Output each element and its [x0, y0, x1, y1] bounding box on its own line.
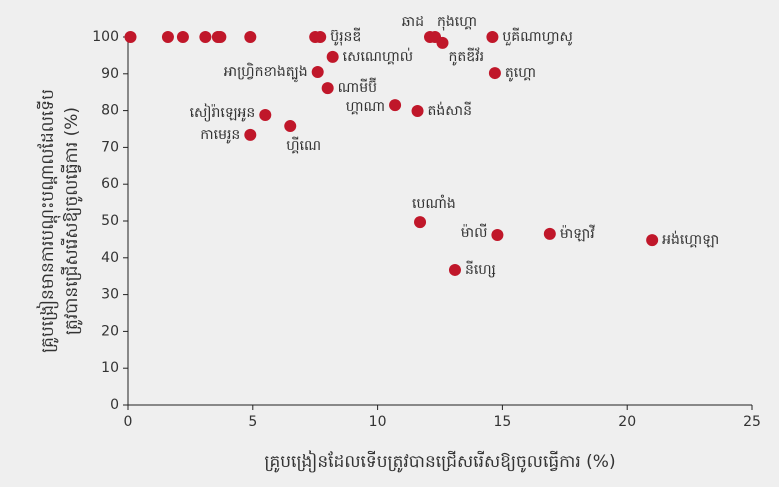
- point: [436, 36, 449, 49]
- point-label: បួគីណាហ្វាសូ: [502, 27, 572, 46]
- point: [411, 104, 424, 117]
- y-tick-label: 100: [92, 29, 119, 45]
- x-tick-label: 25: [743, 414, 761, 430]
- point-label: ហ្គាណា: [346, 99, 385, 115]
- y-tick-label: 10: [101, 360, 119, 376]
- point-label: ណាមីប៊ី: [338, 77, 377, 96]
- point: [646, 234, 659, 247]
- point: [214, 31, 227, 43]
- y-tick-label: 70: [101, 139, 119, 155]
- point-label: សេណេហ្គាល់: [343, 47, 413, 65]
- x-tick-label: 5: [248, 414, 257, 430]
- point-label: ប៊ូរុនឌី: [330, 27, 361, 46]
- point: [259, 109, 272, 122]
- y-tick-label: 30: [101, 287, 119, 303]
- x-axis-label: គ្រូបង្រៀនដែលទើបត្រូវបានជ្រើសរើសឱ្យចូលធ្…: [264, 450, 615, 473]
- point: [124, 31, 137, 43]
- y-tick-label: 40: [101, 250, 119, 266]
- point: [284, 120, 297, 133]
- y-axis-label: ត្រូវបានជ្រើសរើសឱ្យចូលធ្វើការ (%): [60, 107, 83, 335]
- point-label: ឆាដ: [402, 14, 424, 30]
- point: [311, 65, 324, 78]
- x-tick-label: 15: [493, 414, 511, 430]
- x-tick-label: 20: [618, 414, 636, 430]
- point-label: នីហ្សេ: [465, 260, 496, 278]
- point-label: ម៉ាឡាវី: [560, 224, 595, 242]
- y-tick-label: 0: [110, 397, 119, 413]
- point-label: កាមេរូន: [200, 127, 240, 144]
- x-tick-label: 10: [369, 414, 387, 430]
- y-tick-label: 60: [101, 176, 119, 192]
- point: [314, 31, 327, 43]
- point: [389, 99, 402, 112]
- point-label: អង់ហ្គោឡា: [662, 230, 719, 248]
- point-label: តូហ្គោ: [505, 65, 536, 82]
- point: [161, 31, 174, 43]
- point: [414, 216, 427, 229]
- point-label: បេណាំង: [412, 194, 456, 212]
- point-label: សៀរ៉ាឡេអូន: [190, 103, 256, 122]
- point: [321, 82, 334, 95]
- point: [244, 128, 257, 141]
- point: [244, 31, 257, 43]
- y-axis-label: គ្រូបង្រៀនមានការបណ្តុះបណ្តាលដែលទើប: [36, 89, 61, 353]
- point: [448, 263, 461, 276]
- point: [176, 31, 189, 43]
- point-label: អាហ្វ្រិកខាងត្បូង: [224, 62, 308, 83]
- y-tick-label: 80: [101, 103, 119, 119]
- y-tick-label: 20: [101, 323, 119, 339]
- point-label: កុងហ្គោ: [437, 14, 477, 31]
- point: [491, 228, 504, 241]
- x-tick-label: 0: [124, 414, 133, 430]
- point: [543, 227, 556, 240]
- point: [488, 67, 501, 80]
- point-label: តង់សានី: [428, 101, 472, 119]
- point: [486, 31, 499, 43]
- y-tick-label: 90: [101, 66, 119, 82]
- point-label: ហ្គីណេ: [286, 136, 321, 154]
- point-label: កូតឌីវ័រ: [448, 47, 484, 66]
- point: [199, 31, 212, 43]
- y-tick-label: 50: [101, 213, 119, 229]
- point-label: ម៉ាលី: [461, 223, 488, 241]
- point: [326, 50, 339, 63]
